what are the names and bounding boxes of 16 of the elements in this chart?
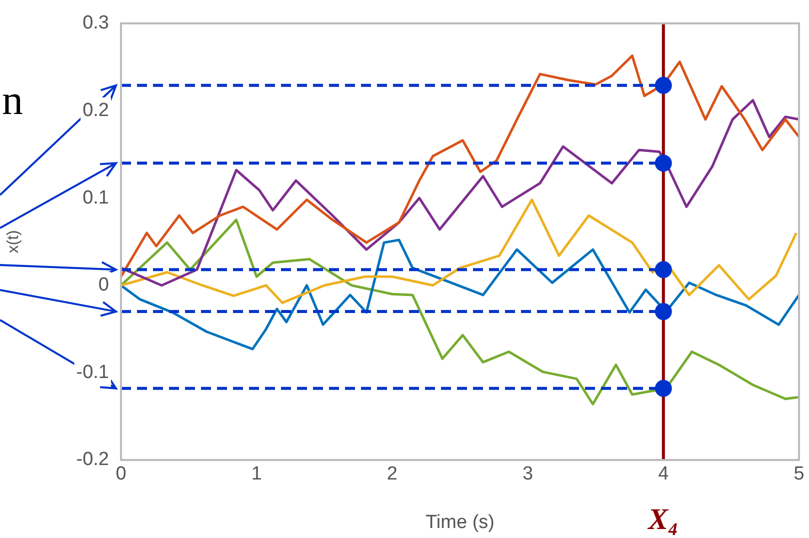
x-axis-title: Time (s): [426, 512, 494, 533]
x-tick-label: 1: [251, 464, 262, 485]
y-tick-label: 0.3: [82, 12, 109, 34]
y-tick-label: -0.1: [76, 362, 109, 383]
x-tick-label: 2: [386, 464, 398, 485]
y-tick-label: 0: [98, 274, 109, 296]
y-tick-label: 0.1: [82, 187, 109, 208]
x-tick-label: 3: [522, 464, 534, 485]
y-tick-label: 0.2: [82, 100, 109, 121]
y-tick-label: -0.2: [76, 449, 109, 470]
x-tick-label: 0: [116, 464, 126, 485]
text: n: [2, 78, 23, 124]
x-tick-label: 4: [658, 464, 670, 485]
y-axis-title: x(t): [5, 230, 22, 254]
ref-line-label: X₄: [647, 502, 679, 536]
x-tick-label: 5: [794, 464, 804, 485]
